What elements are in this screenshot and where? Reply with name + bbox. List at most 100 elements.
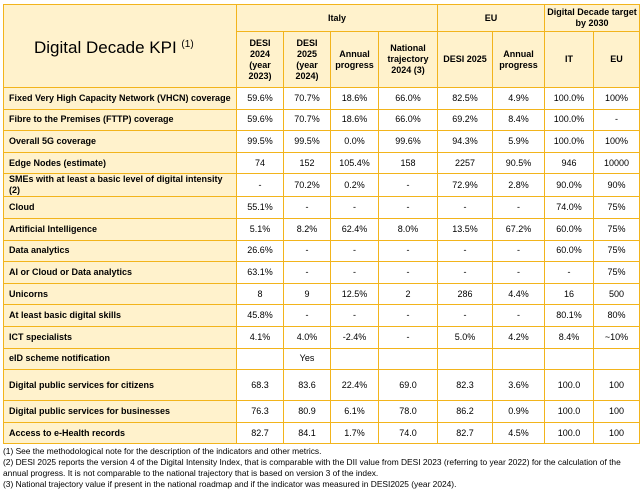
table-cell: 67.2%	[492, 217, 546, 241]
table-cell: 74.0	[377, 421, 439, 445]
table-cell: 946	[544, 151, 595, 175]
table-cell	[593, 347, 641, 371]
table-cell: -	[377, 261, 439, 284]
table-cell: 82.3	[437, 369, 494, 402]
row-label: At least basic digital skills	[3, 304, 237, 327]
table-cell: 82.7	[236, 421, 284, 445]
table-cell: 99.5%	[283, 130, 331, 153]
table-cell: 74	[236, 151, 284, 175]
row-label: Access to e-Health records	[3, 421, 237, 445]
table-row: At least basic digital skills 45.8% - - - - -8…	[3, 304, 641, 327]
table-cell: 26.6%	[236, 239, 284, 263]
table-cell: 4.0%	[283, 325, 331, 349]
title-note: (1)	[181, 39, 194, 50]
table-cell: 69.2%	[437, 108, 494, 132]
table-cell: 82.5%	[437, 87, 494, 110]
table-row: Fibre to the Premises (FTTP) coverage 59.…	[3, 108, 641, 132]
row-label: Fibre to the Premises (FTTP) coverage	[3, 108, 237, 132]
table-cell: 90.5%	[492, 151, 546, 175]
row-label: Unicorns	[3, 282, 237, 306]
table-row: Access to e-Health records 82.7 84.1 1.7% 74…	[3, 421, 641, 445]
table-title: Digital Decade KPI (1)	[3, 4, 237, 88]
table-cell: 500	[593, 282, 641, 306]
table-cell: 8.4%	[544, 325, 595, 349]
row-label: Data analytics	[3, 239, 237, 263]
row-label: Fixed Very High Capacity Network (VHCN) …	[3, 87, 237, 110]
table-cell: -	[437, 239, 494, 263]
row-label: Overall 5G coverage	[3, 130, 237, 153]
table-cell: -2.4%	[330, 325, 379, 349]
column-header: DESI 2025 (year 2024)	[283, 31, 331, 88]
table-cell: 10000	[593, 151, 641, 175]
group-header: Digital Decade target by 2030	[544, 4, 641, 32]
table-cell: 9	[283, 282, 331, 306]
table-cell: -	[492, 261, 546, 284]
table-cell: 18.6%	[330, 108, 379, 132]
table-cell: -	[593, 108, 641, 132]
table-row: Artificial Intelligence 5.1% 8.2% 62.4% 8.0%…	[3, 217, 641, 241]
footnote: (3) National trajectory value if present…	[3, 479, 457, 489]
table-cell: 105.4%	[330, 151, 379, 175]
table-cell: 12.5%	[330, 282, 379, 306]
table-cell: Yes	[283, 347, 331, 371]
row-label: ICT specialists	[3, 325, 237, 349]
table-cell: 82.7	[437, 421, 494, 445]
table-cell	[544, 347, 595, 371]
table-cell: 8.4%	[492, 108, 546, 132]
table-cell: 286	[437, 282, 494, 306]
table-cell: 60.0%	[544, 217, 595, 241]
table-cell: -	[283, 261, 331, 284]
row-label: Edge Nodes (estimate)	[3, 151, 237, 175]
table-row: Unicorns 8 9 12.5% 2 286 4.4% 16 500	[3, 282, 641, 306]
table-cell: 5.0%	[437, 325, 494, 349]
table-cell: 100	[593, 369, 641, 402]
table-cell: 100.0	[544, 369, 595, 402]
table-cell: 66.0%	[377, 87, 439, 110]
footnotes: (1) See the methodological note for the …	[3, 446, 639, 490]
table-cell: 75%	[593, 261, 641, 284]
table-row: Overall 5G coverage 99.5% 99.5% 0.0% 99.6% 94…	[3, 130, 641, 153]
table-cell: 0.9%	[492, 400, 546, 423]
table-cell: 4.9%	[492, 87, 546, 110]
table-cell: -	[437, 304, 494, 327]
table-cell: 2257	[437, 151, 494, 175]
table-cell: 66.0%	[377, 108, 439, 132]
table-cell: -	[283, 196, 331, 219]
table-cell	[377, 347, 439, 371]
row-label: Cloud	[3, 196, 237, 219]
table-cell: 45.8%	[236, 304, 284, 327]
column-header-row: DESI 2024 (year 2023) DESI 2025 (year 202…	[4, 31, 641, 88]
table-cell: 100	[593, 400, 641, 423]
table-cell: -	[377, 304, 439, 327]
group-header: Italy	[235, 4, 439, 32]
table-cell: 8.2%	[283, 217, 331, 241]
table-cell	[330, 347, 379, 371]
table-cell: 68.3	[236, 369, 284, 402]
table-cell: 59.6%	[236, 87, 284, 110]
group-header: EU	[437, 4, 546, 32]
table-cell: 55.1%	[236, 196, 284, 219]
table-cell: 90%	[593, 173, 641, 198]
table-cell: 70.7%	[283, 108, 331, 132]
column-header: DESI 2025	[437, 31, 494, 88]
table-cell: -	[377, 325, 439, 349]
footnote: (1) See the methodological note for the …	[3, 446, 322, 456]
table-cell: 8.0%	[377, 217, 439, 241]
table-row: Digital public services for citizens 68.3…	[3, 369, 641, 402]
table-cell: 5.1%	[236, 217, 284, 241]
row-label: eID scheme notification	[3, 347, 237, 371]
table-cell: 22.4%	[330, 369, 379, 402]
table-cell: -	[236, 173, 284, 198]
table-cell: 3.6%	[492, 369, 546, 402]
table-cell: 4.5%	[492, 421, 546, 445]
table-cell: 100.0	[544, 400, 595, 423]
table-cell: 99.5%	[236, 130, 284, 153]
kpi-table: Digital Decade KPI (1) Italy EU Digital …	[3, 4, 641, 445]
table-cell: -	[377, 196, 439, 219]
table-cell: -	[437, 261, 494, 284]
table-cell: -	[377, 239, 439, 263]
table-cell	[236, 347, 284, 371]
header-row: Digital Decade KPI (1) Italy EU Digital …	[3, 4, 641, 88]
table-cell: 2.8%	[492, 173, 546, 198]
table-cell	[437, 347, 494, 371]
